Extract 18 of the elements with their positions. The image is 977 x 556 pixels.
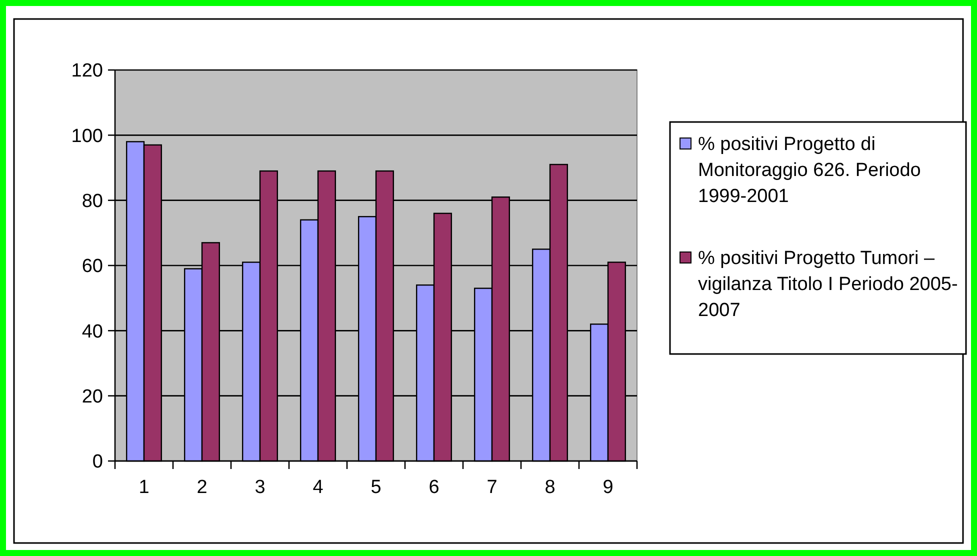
x-tick-label: 4 [312,477,324,498]
y-tick-label: 40 [82,321,103,342]
legend-label: % positivi Progetto Tumori – vigilanza Titolo I Periodo 2005-2007 [698,248,958,321]
legend-label: % positivi Progetto di Monitoraggio 626. Periodo 1999-2001 [698,134,921,207]
x-tick-label: 5 [370,477,382,498]
y-tick-label: 120 [71,60,103,82]
x-tick-label: 6 [428,477,440,498]
y-tick-label: 0 [92,452,103,473]
x-tick-label: 2 [196,477,208,498]
y-tick-label: 80 [82,190,103,212]
y-tick-label: 60 [82,256,103,278]
y-tick-label: 20 [82,386,103,408]
x-tick-label: 8 [544,477,556,498]
x-tick-label: 7 [486,477,498,498]
y-tick-label: 100 [71,126,103,147]
x-tick-label: 1 [138,477,150,498]
x-tick-label: 3 [254,477,266,498]
x-tick-label: 9 [602,477,614,498]
